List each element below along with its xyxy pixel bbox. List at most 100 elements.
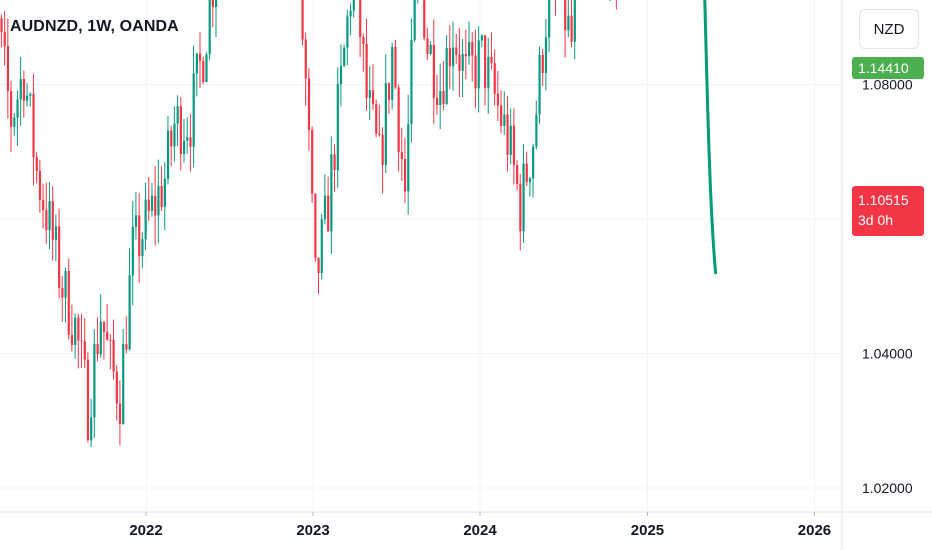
candle-body — [375, 104, 378, 134]
candle-body — [205, 54, 208, 83]
candle-body — [544, 37, 548, 73]
candle-body — [503, 114, 506, 126]
candle-body — [362, 36, 365, 44]
candle-body — [346, 16, 349, 48]
candle-body — [532, 146, 535, 179]
candle-body — [339, 65, 343, 85]
candle-body — [333, 154, 336, 171]
candle-body — [51, 201, 54, 240]
candle-body — [387, 83, 391, 100]
candle-body — [548, 0, 551, 38]
x-tick-label: 2023 — [296, 522, 329, 539]
candle-body — [359, 0, 362, 37]
candle-body — [573, 0, 576, 42]
candle-body — [13, 117, 16, 127]
candle-body — [506, 114, 509, 155]
candle-body — [452, 47, 455, 67]
candle-body — [90, 417, 93, 441]
candle-body — [490, 56, 493, 64]
candle-body — [179, 106, 182, 155]
candle-body — [317, 257, 320, 273]
candle-body — [38, 170, 42, 200]
candle-body — [413, 0, 416, 40]
candle-body — [112, 340, 115, 372]
candle-body — [397, 87, 400, 153]
candle-body — [160, 185, 163, 207]
candle-body — [26, 95, 29, 101]
candle-body — [176, 106, 179, 124]
candle-body — [378, 133, 381, 136]
candles — [0, 0, 617, 448]
candle-body — [394, 46, 397, 88]
candle-body — [381, 135, 384, 166]
candle-body — [564, 0, 567, 31]
candle-body — [32, 93, 35, 158]
candle-body — [74, 317, 77, 345]
candle-body — [58, 226, 61, 288]
candle-body — [96, 344, 99, 355]
candle-body — [35, 157, 38, 171]
symbol-title[interactable]: AUDNZD, 1W, OANDA — [10, 18, 179, 35]
currency-button[interactable]: NZD — [859, 9, 919, 49]
candle-body — [432, 44, 435, 98]
candle-body — [509, 125, 512, 155]
candle-body — [42, 199, 45, 211]
candle-body — [512, 125, 516, 166]
candle-body — [77, 317, 80, 341]
candle-body — [115, 371, 118, 404]
candle-body — [19, 78, 22, 100]
candle-body — [471, 42, 474, 56]
candle-body — [528, 178, 532, 183]
candle-body — [522, 163, 525, 232]
candle-body — [195, 53, 198, 74]
candle-body — [54, 226, 58, 240]
candle-body — [45, 210, 48, 231]
candle-body — [134, 215, 138, 227]
candle-body — [327, 195, 330, 232]
candle-body — [80, 340, 83, 342]
candle-body — [61, 287, 64, 298]
candle-body — [519, 183, 522, 232]
candle-body — [29, 93, 32, 96]
candle-body — [410, 39, 413, 124]
candle-body — [496, 93, 500, 106]
candle-body — [147, 199, 150, 211]
candle-body — [567, 15, 570, 31]
candle-body — [202, 60, 205, 83]
candle-body — [163, 178, 166, 207]
candle-body — [400, 152, 403, 159]
candle-body — [365, 43, 368, 98]
candle-body — [435, 97, 439, 106]
candle-body — [464, 54, 468, 57]
candle-body — [304, 39, 307, 79]
candle-body — [468, 42, 471, 57]
candle-body — [384, 83, 387, 166]
candle-body — [93, 344, 96, 418]
level-price-tag: 1.14410 — [852, 57, 924, 79]
candle-body — [320, 219, 323, 273]
candle-body — [208, 0, 211, 55]
candle-body — [535, 114, 538, 147]
candle-body — [186, 137, 189, 141]
candle-body — [192, 73, 195, 147]
x-tick-label: 2026 — [798, 522, 831, 539]
candle-body — [352, 0, 355, 11]
candle-body — [541, 54, 544, 73]
candle-body — [198, 53, 202, 61]
candle-body — [439, 91, 442, 106]
candle-body — [371, 90, 375, 105]
candle-body — [122, 344, 125, 424]
candle-body — [445, 47, 448, 104]
candle-body — [442, 91, 445, 104]
candle-body — [311, 130, 314, 194]
candle-body — [484, 35, 487, 89]
bar-countdown-label: 3d 0h — [858, 212, 894, 228]
candle-body — [86, 359, 90, 441]
candle-body — [330, 154, 333, 232]
current-price-label: 1.10515 — [858, 192, 909, 208]
candle-body — [314, 193, 317, 258]
candle-body — [138, 215, 141, 257]
candle-body — [368, 90, 371, 98]
candle-body — [109, 339, 112, 341]
